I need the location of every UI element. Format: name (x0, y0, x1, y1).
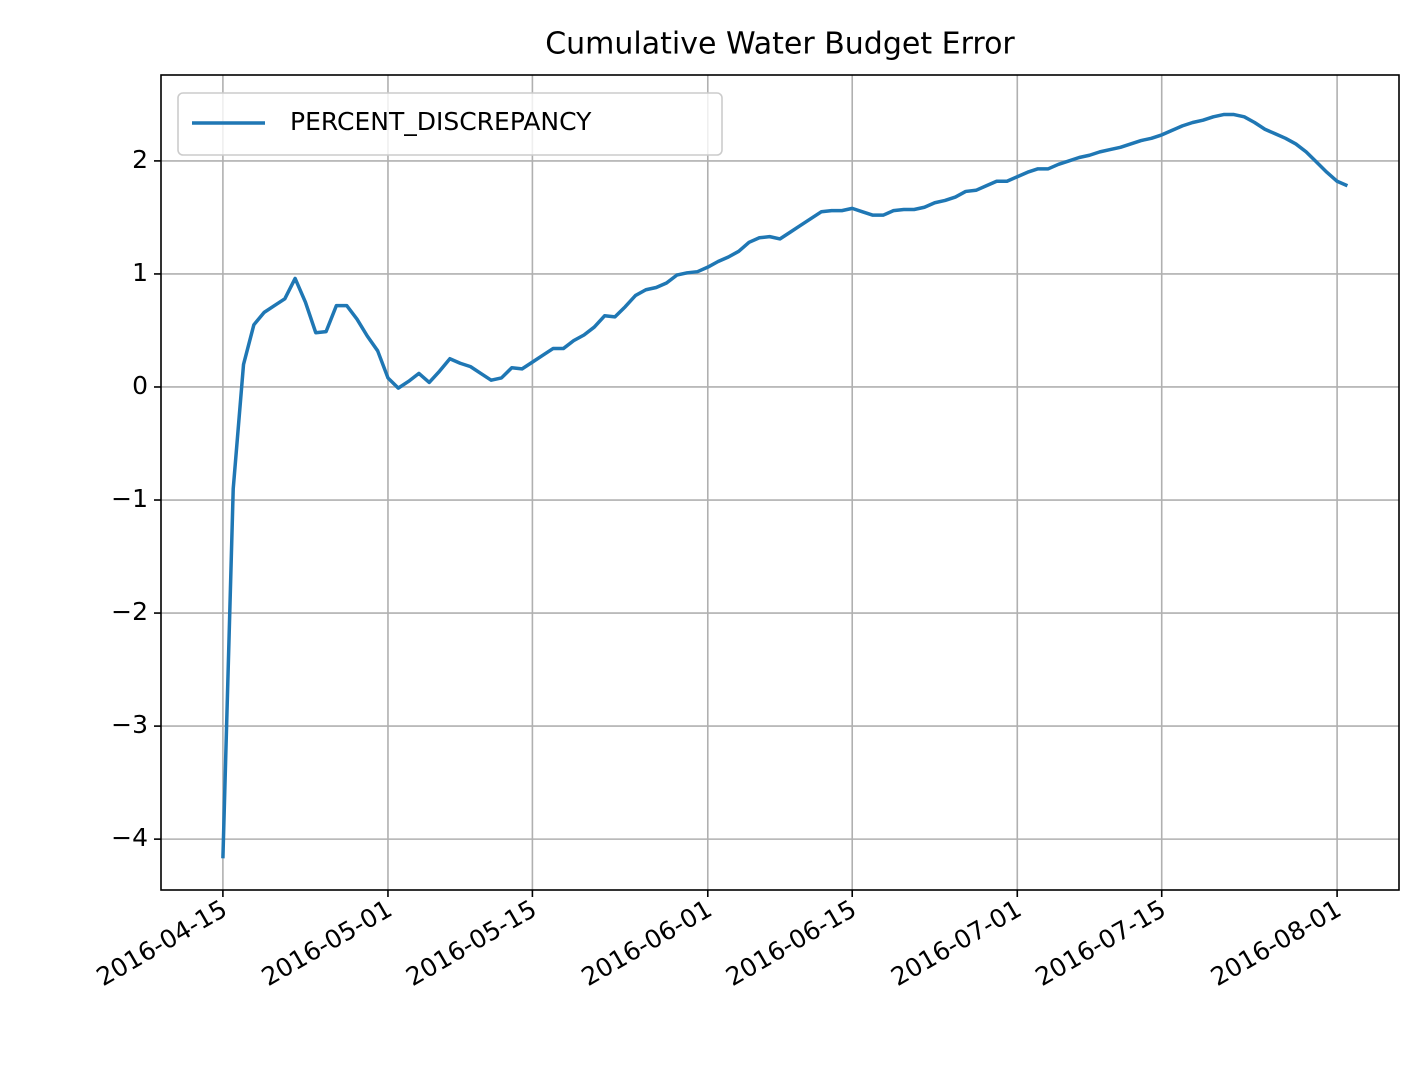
y-tick-label: −4 (111, 823, 148, 852)
x-tick-label: 2016-05-15 (401, 894, 541, 992)
legend: PERCENT_DISCREPANCY (177, 92, 723, 156)
plot-frame (160, 74, 1400, 891)
legend-box (177, 92, 723, 156)
y-tick-label: 1 (132, 258, 148, 287)
x-tick-label: 2016-06-15 (721, 894, 861, 992)
chart-title: Cumulative Water Budget Error (545, 27, 1015, 62)
y-tick-label: −1 (111, 484, 148, 513)
legend-label: PERCENT_DISCREPANCY (290, 107, 592, 136)
x-tick-label: 2016-05-01 (257, 894, 397, 992)
y-tick-label: 2 (132, 145, 148, 174)
x-tick-label: 2016-07-15 (1030, 894, 1170, 992)
x-tick-label: 2016-06-01 (576, 894, 716, 992)
data-line (221, 112, 1349, 859)
x-tick-label: 2016-07-01 (886, 894, 1026, 992)
y-tick-label: −3 (111, 710, 148, 739)
y-tick-label: −2 (111, 597, 148, 626)
x-tick-label: 2016-08-01 (1206, 894, 1346, 992)
x-tick-label: 2016-04-15 (92, 894, 232, 992)
y-tick-label: 0 (132, 371, 148, 400)
